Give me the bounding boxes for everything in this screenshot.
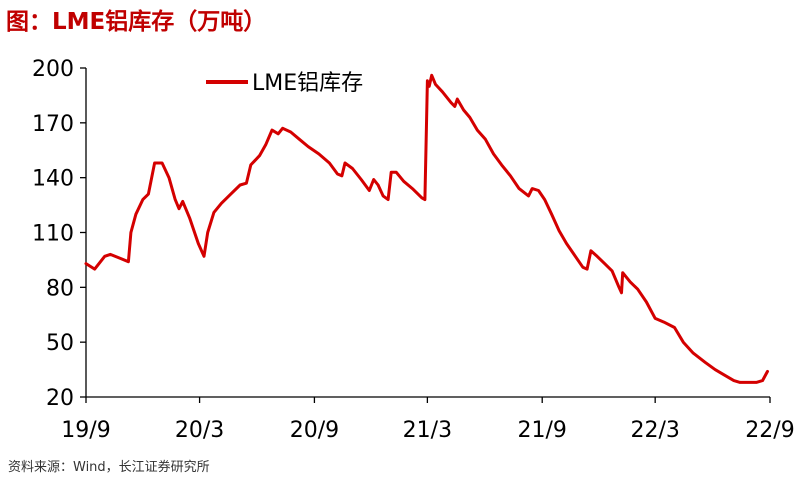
y-tick-label: 50	[46, 331, 74, 356]
y-tick-label: 110	[32, 222, 74, 247]
x-tick-label: 20/3	[175, 418, 224, 443]
series	[84, 73, 769, 384]
x-tick-label: 22/3	[630, 418, 679, 443]
y-tick-label: 80	[46, 276, 74, 301]
figure-title: 图：LME铝库存（万吨）	[6, 9, 267, 35]
y-ticks: 20 50 80 110 140 170 200	[32, 57, 86, 411]
x-tick-label: 21/9	[518, 418, 567, 443]
series-line	[84, 73, 769, 384]
legend: LME铝库存	[206, 71, 363, 96]
x-tick-label: 21/3	[403, 418, 452, 443]
y-tick-label: 170	[32, 112, 74, 137]
y-tick-label: 200	[32, 57, 74, 82]
x-tick-label: 19/9	[61, 418, 110, 443]
source-note: 资料来源：Wind，长江证券研究所	[8, 460, 210, 475]
y-tick-label: 140	[32, 167, 74, 192]
x-tick-label: 20/9	[290, 418, 339, 443]
y-tick-label: 20	[46, 386, 74, 411]
x-tick-label: 22/9	[745, 418, 794, 443]
x-ticks: 19/9 20/3 20/9 21/3 21/9 22/3 22/9	[61, 397, 795, 443]
legend-label: LME铝库存	[252, 71, 363, 96]
